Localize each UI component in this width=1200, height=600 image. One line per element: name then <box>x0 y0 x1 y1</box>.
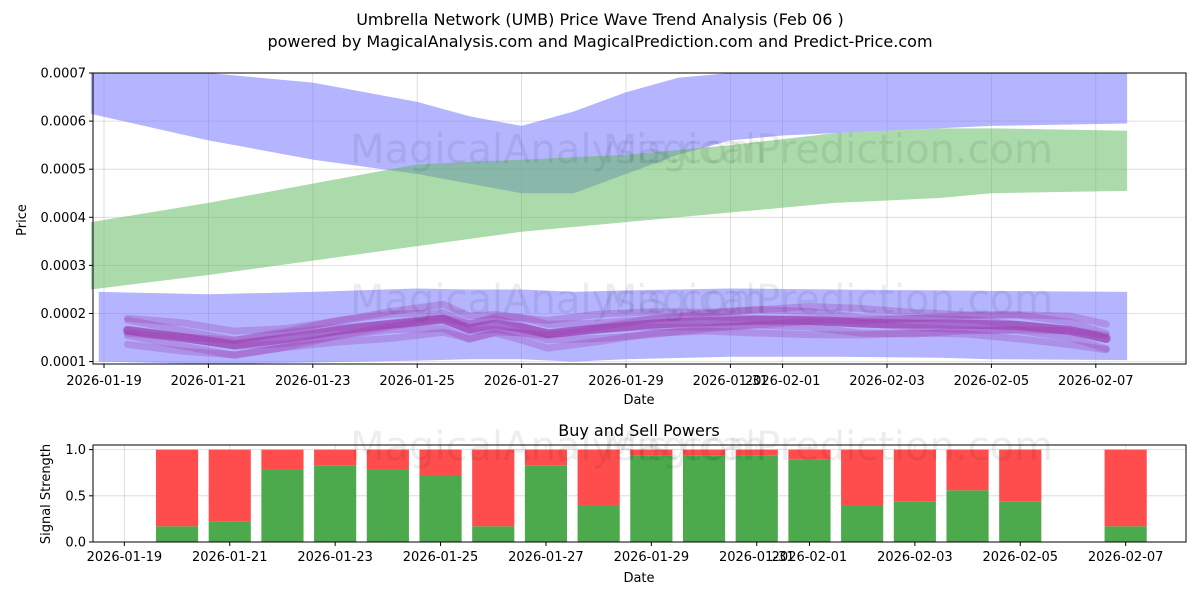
price-y-tick-label: 0.0004 <box>41 211 87 226</box>
price-x-tick-label: 2026-02-01 <box>745 374 821 389</box>
buy-sell-y-axis-label: Signal Strength <box>39 444 54 544</box>
sell-bar <box>419 449 462 476</box>
wave-line-core <box>122 314 1111 350</box>
buy-bar <box>630 455 673 542</box>
price-y-tick-label: 0.0007 <box>41 67 87 82</box>
sell-bar <box>524 449 568 466</box>
buy-bar <box>1104 526 1147 542</box>
buy-sell-x-tick-label: 2026-02-07 <box>1088 550 1164 565</box>
buy-sell-x-tick-label: 2026-01-27 <box>508 550 584 565</box>
price-x-tick-label: 2026-01-23 <box>275 374 351 389</box>
buy-bar <box>577 505 620 542</box>
price-x-tick-label: 2026-01-31 <box>693 374 769 389</box>
price-x-tick-label: 2026-01-27 <box>484 374 560 389</box>
sell-bar <box>366 449 409 470</box>
sell-bar <box>735 449 778 456</box>
wave-line <box>123 306 1110 344</box>
watermark-prediction-top: MagicalPrediction.com <box>603 127 1053 173</box>
wave-line <box>123 321 1110 359</box>
buy-bar <box>155 526 199 542</box>
watermark-prediction-bottom: MagicalPrediction.com <box>603 424 1053 470</box>
watermark-analysis-mid: MagicalAnalysis.com <box>350 277 766 323</box>
green-band <box>90 128 1128 290</box>
buy-bar <box>419 475 462 542</box>
buy-bar <box>472 526 515 542</box>
price-x-tick-label: 2026-01-25 <box>379 374 455 389</box>
sell-bar <box>841 449 884 506</box>
buy-sell-x-axis: 2026-01-19 2026-01-21 2026-01-23 2026-01-25… <box>87 542 1164 565</box>
price-wave-lines <box>122 300 1111 359</box>
sell-bar <box>630 449 673 456</box>
price-x-tick-label: 2026-02-03 <box>849 374 925 389</box>
price-y-tick-label: 0.0003 <box>41 259 87 274</box>
sell-bar <box>682 449 726 456</box>
buy-sell-x-tick-label: 2026-01-25 <box>403 550 479 565</box>
sell-bar <box>208 449 251 522</box>
buy-sell-x-tick-label: 2026-01-31 <box>719 550 795 565</box>
price-wave-chart: MagicalAnalysis.com MagicalPrediction.co… <box>15 67 1187 408</box>
buy-sell-y-axis: 0.0 0.5 1.0 <box>65 443 93 551</box>
buy-bar <box>682 455 726 542</box>
price-y-axis-label: Price <box>15 204 30 236</box>
sell-bar <box>472 449 515 527</box>
chart-subtitle: powered by MagicalAnalysis.com and Magic… <box>267 32 932 51</box>
price-x-axis: 2026-01-19 2026-01-21 2026-01-23 2026-01-25… <box>66 364 1134 389</box>
price-y-tick-label: 0.0002 <box>41 307 87 322</box>
sell-bar <box>946 449 989 491</box>
sell-bar <box>314 449 357 466</box>
buy-sell-chart: Buy and Sell Powers MagicalAnalysis.com … <box>39 421 1187 586</box>
upper-blue-band <box>90 73 1128 194</box>
price-y-axis: 0.0001 0.0002 0.0003 0.0004 0.0005 0.0006 0.00… <box>41 67 93 370</box>
sell-bar <box>788 449 831 460</box>
buy-sell-x-axis-label: Date <box>623 571 654 586</box>
buy-sell-x-tick-label: 2026-02-03 <box>877 550 953 565</box>
price-plot-frame <box>92 72 1187 365</box>
price-y-tick-label: 0.0005 <box>41 163 87 178</box>
buy-bar <box>946 490 989 542</box>
buy-sell-x-tick-label: 2026-01-19 <box>87 550 163 565</box>
buy-sell-x-tick-label: 2026-02-05 <box>982 550 1058 565</box>
watermark-prediction-mid: MagicalPrediction.com <box>603 277 1053 323</box>
buy-bar <box>366 469 409 542</box>
buy-sell-x-tick-label: 2026-02-01 <box>772 550 848 565</box>
sell-bar <box>577 449 620 506</box>
watermark-analysis-bottom: MagicalAnalysis.com <box>350 424 766 470</box>
buy-bar <box>208 521 251 542</box>
price-x-tick-label: 2026-02-07 <box>1058 374 1134 389</box>
price-y-tick-label: 0.0001 <box>41 355 87 370</box>
price-y-tick-label: 0.0006 <box>41 115 87 130</box>
buy-sell-x-tick-label: 2026-01-29 <box>614 550 690 565</box>
buy-sell-x-tick-label: 2026-01-23 <box>297 550 373 565</box>
buy-sell-title: Buy and Sell Powers <box>558 421 720 440</box>
buy-sell-y-tick-label: 1.0 <box>65 443 86 458</box>
buy-bar <box>314 465 357 542</box>
watermark-analysis-top: MagicalAnalysis.com <box>350 127 766 173</box>
buy-bar <box>999 501 1042 542</box>
buy-sell-y-tick-label: 0.5 <box>65 489 86 504</box>
price-x-tick-label: 2026-01-19 <box>66 374 142 389</box>
buy-sell-y-tick-label: 0.0 <box>65 536 86 551</box>
buy-bar <box>735 455 778 542</box>
buy-bar <box>841 505 884 542</box>
chart-title: Umbrella Network (UMB) Price Wave Trend … <box>356 10 844 29</box>
price-x-tick-label: 2026-02-05 <box>954 374 1030 389</box>
buy-sell-plot-frame <box>92 444 1187 543</box>
sell-bar <box>893 449 936 502</box>
wave-line <box>123 327 1110 359</box>
price-x-tick-label: 2026-01-21 <box>171 374 247 389</box>
buy-sell-x-tick-label: 2026-01-21 <box>192 550 268 565</box>
wave-line <box>123 300 1110 335</box>
buy-sell-bars <box>155 449 1147 542</box>
buy-bar <box>893 501 936 542</box>
sell-bar <box>999 449 1042 502</box>
buy-bar <box>788 459 831 542</box>
buy-bar <box>261 469 304 542</box>
price-x-axis-label: Date <box>623 393 654 408</box>
buy-bar <box>524 465 568 542</box>
sell-bar <box>155 449 199 527</box>
sell-bar <box>1104 449 1147 527</box>
price-x-tick-label: 2026-01-29 <box>588 374 664 389</box>
sell-bar <box>261 449 304 470</box>
